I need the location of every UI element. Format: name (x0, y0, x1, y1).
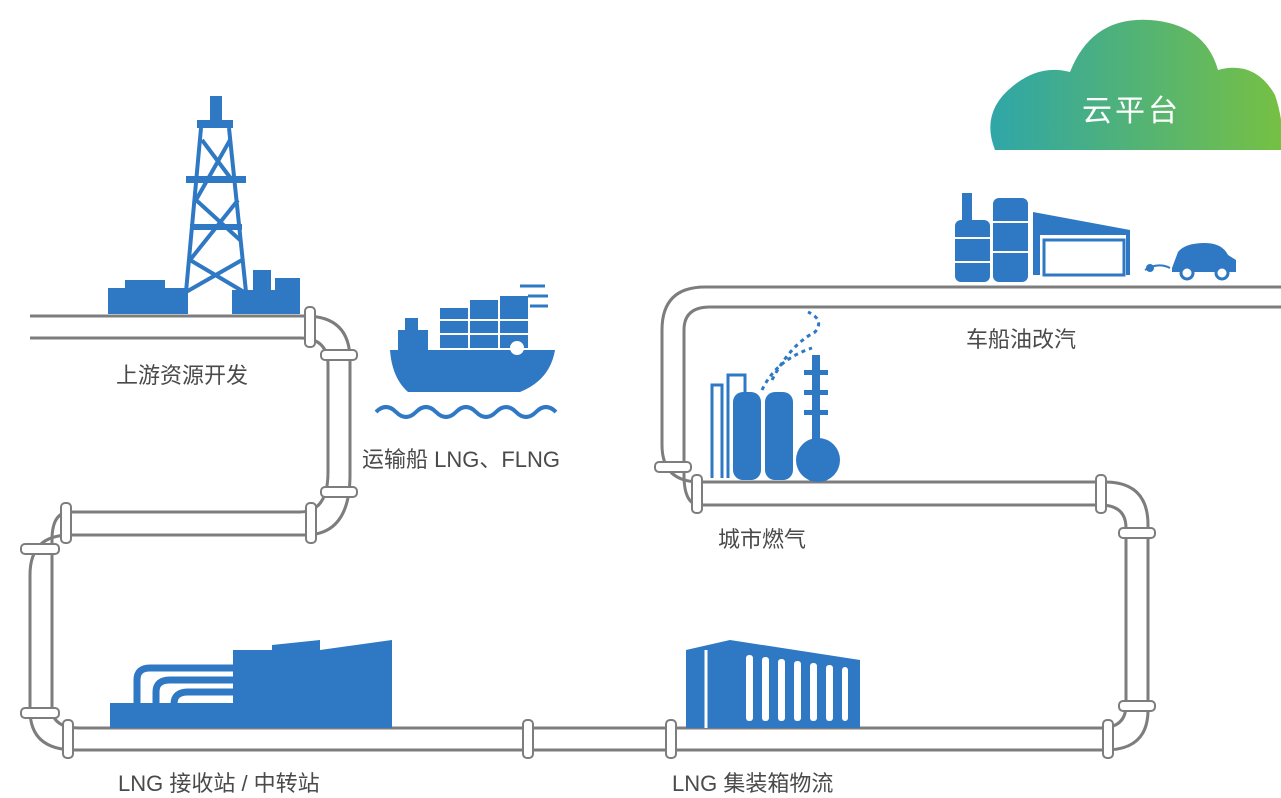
cloud-icon (990, 19, 1281, 150)
city-gas-plant-icon (710, 310, 840, 482)
container-icon (686, 640, 860, 728)
stage-label-container: LNG 集装箱物流 (672, 771, 834, 796)
fueling-station-icon (955, 193, 1236, 282)
pipe-clamps (20, 306, 1156, 759)
cloud-platform-label: 云平台 (1082, 95, 1181, 128)
stage-label-upstream: 上游资源开发 (116, 363, 249, 388)
stage-label-ship: 运输船 LNG、FLNG (362, 447, 561, 472)
lng-terminal-icon (110, 640, 392, 728)
stage-label-terminal: LNG 接收站 / 中转站 (118, 771, 320, 796)
stage-label-vehicle: 车船油改汽 (966, 327, 1077, 352)
stage-label-city-gas: 城市燃气 (718, 527, 807, 552)
oil-rig-icon (108, 96, 300, 314)
lng-ship-icon (374, 284, 558, 419)
